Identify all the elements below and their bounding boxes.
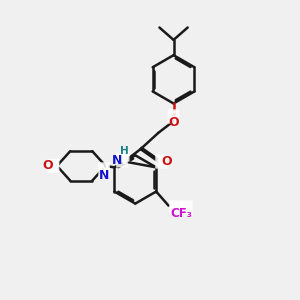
Text: H: H [120,146,129,156]
Text: O: O [43,159,53,172]
Text: N: N [112,154,122,167]
Text: N: N [117,154,127,167]
Text: N: N [99,163,109,176]
Text: O: O [161,155,172,168]
Text: O: O [156,155,166,168]
Text: H: H [120,151,129,161]
Text: O: O [168,110,179,123]
Text: CF₃: CF₃ [170,207,192,220]
Text: CF₃: CF₃ [170,201,192,214]
Text: O: O [48,159,59,172]
Text: N: N [99,169,109,182]
Text: O: O [168,116,179,129]
